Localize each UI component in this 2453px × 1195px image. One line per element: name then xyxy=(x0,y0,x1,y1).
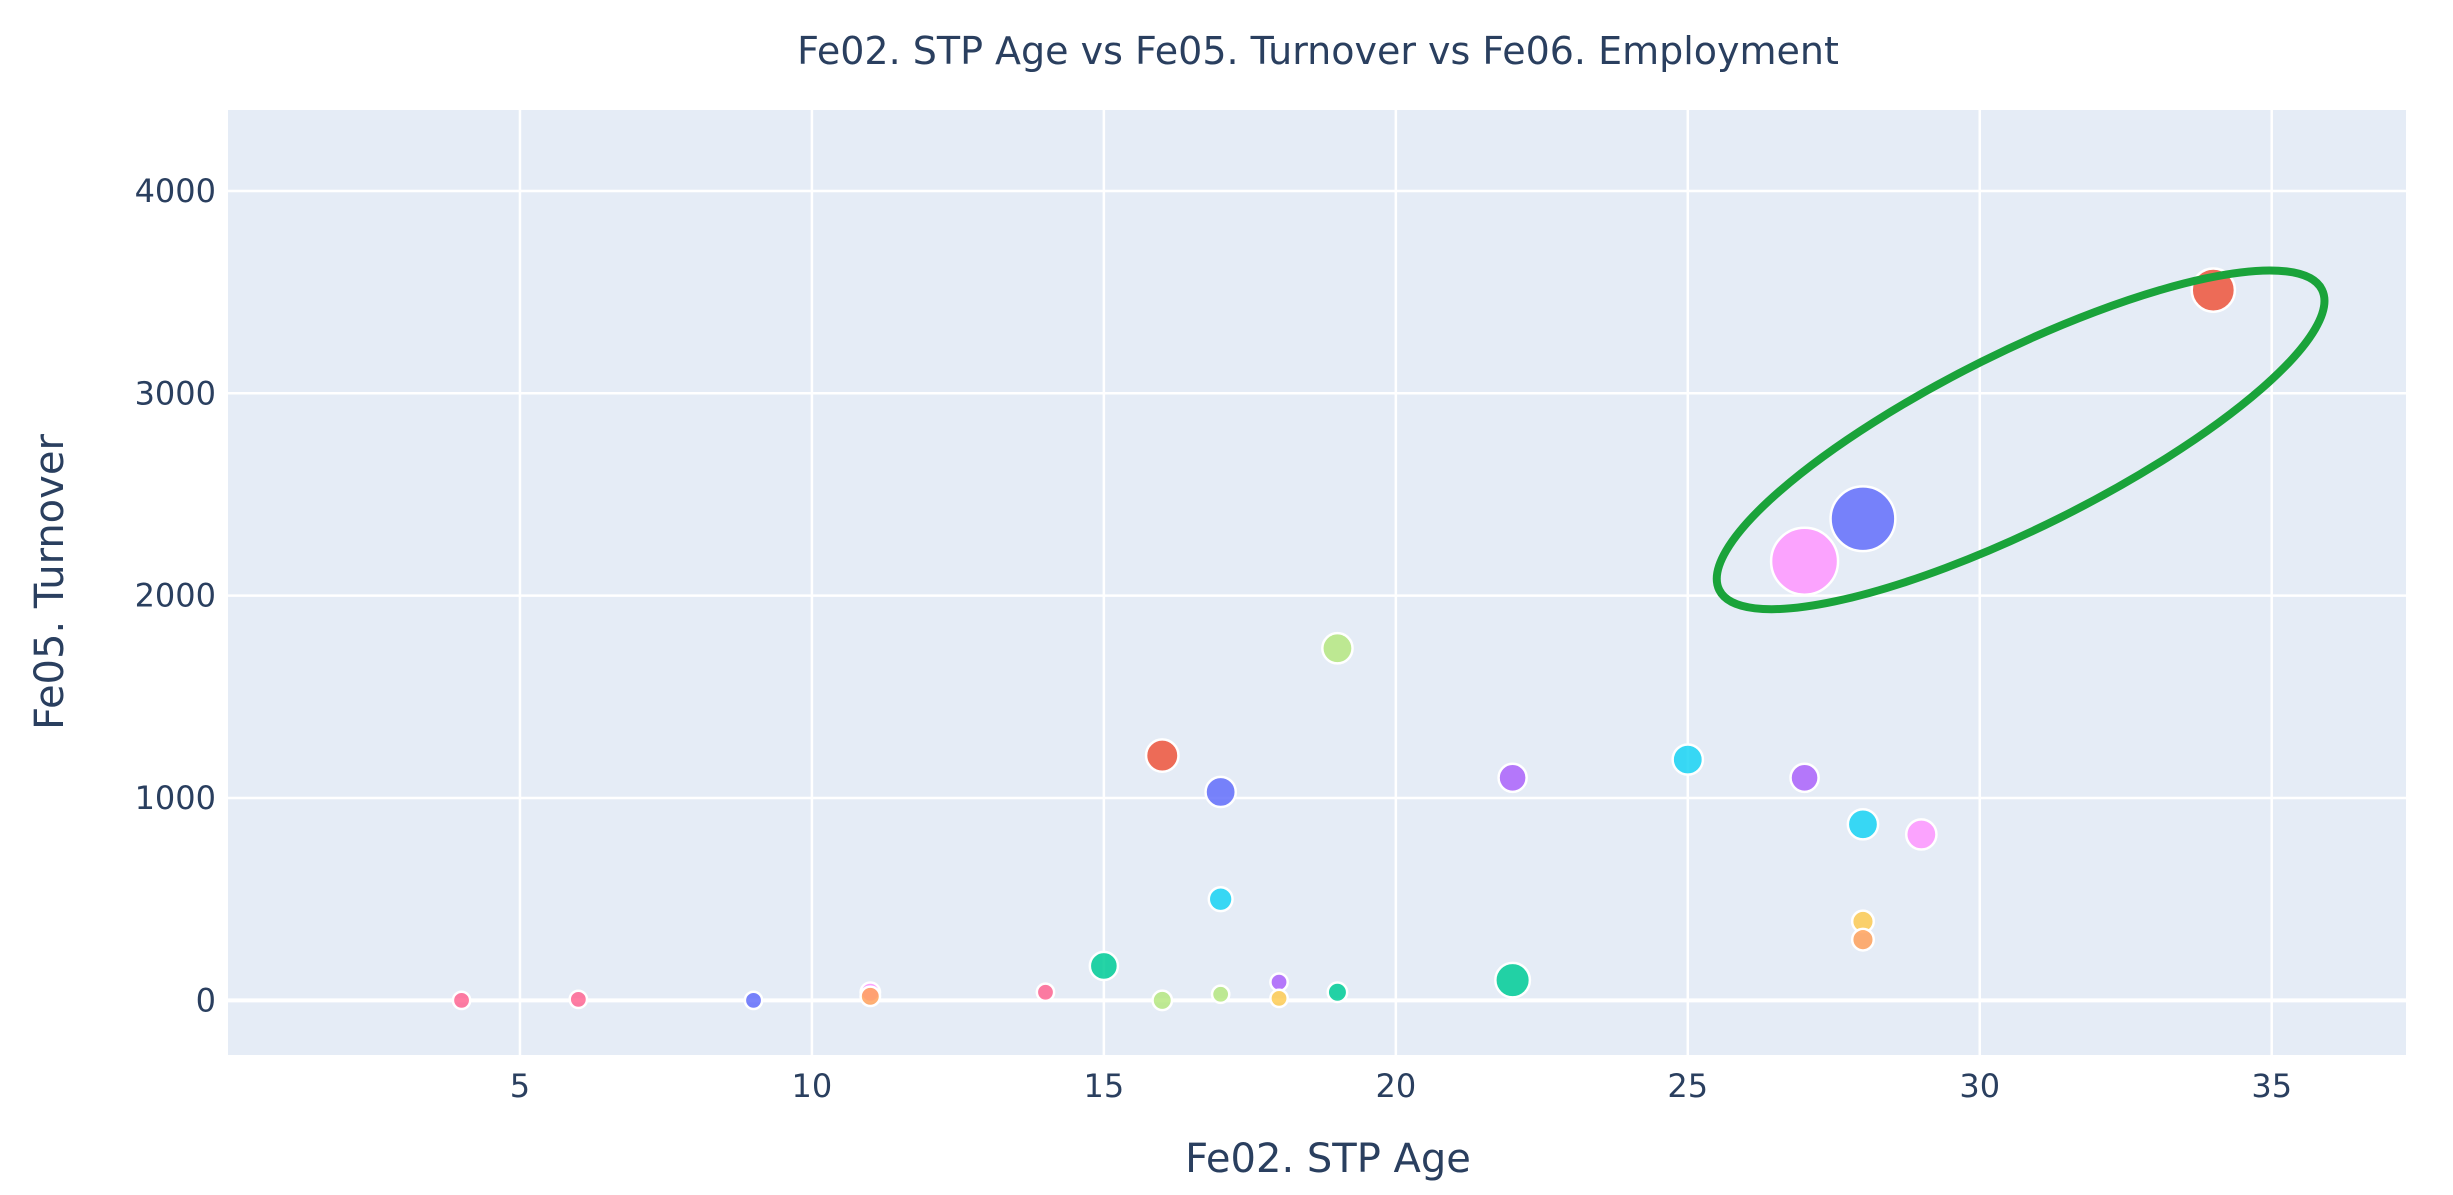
bubble-point xyxy=(1144,738,1180,773)
x-tick-label: 10 xyxy=(792,1067,833,1105)
x-tick-label: 35 xyxy=(2251,1067,2292,1105)
bubble-point xyxy=(1904,818,1938,851)
bubble-point xyxy=(1204,775,1238,809)
grid-lines xyxy=(228,110,2406,1055)
y-tick-labels: 0 1000 2000 3000 4000 xyxy=(135,172,216,1019)
x-axis-title: Fe02. STP Age xyxy=(1185,1136,1471,1182)
bubble-point xyxy=(1326,981,1349,1004)
bubble-point xyxy=(1269,988,1289,1009)
y-tick-label: 1000 xyxy=(135,779,216,817)
plot-area xyxy=(228,110,2406,1055)
bubble-point xyxy=(1671,743,1705,776)
x-tick-labels: 5 10 15 20 25 30 35 xyxy=(510,1067,2292,1105)
x-tick-label: 5 xyxy=(510,1067,530,1105)
bubble-point xyxy=(1494,961,1532,999)
y-tick-label: 2000 xyxy=(135,577,216,615)
bubble-point xyxy=(1769,526,1840,596)
x-tick-label: 25 xyxy=(1667,1067,1708,1105)
bubble-series xyxy=(451,267,2237,1012)
bubble-point xyxy=(1151,989,1174,1012)
bubble-point xyxy=(859,985,882,1008)
y-tick-label: 4000 xyxy=(135,172,216,210)
x-tick-label: 20 xyxy=(1375,1067,1416,1105)
bubble-point xyxy=(1088,950,1120,982)
bubble-point xyxy=(1497,762,1528,794)
bubble-point xyxy=(568,989,589,1010)
bubble-point xyxy=(1846,807,1880,841)
y-axis-title: Fe05. Turnover xyxy=(27,434,73,730)
bubble-point xyxy=(1210,984,1231,1005)
chart-title: Fe02. STP Age vs Fe05. Turnover vs Fe06.… xyxy=(797,29,1839,73)
bubble-point xyxy=(743,990,764,1011)
annotations xyxy=(1712,266,2329,614)
y-tick-label: 0 xyxy=(196,981,216,1019)
bubble-point xyxy=(1829,485,1897,553)
bubble-point xyxy=(1321,631,1354,665)
bubble-point xyxy=(1269,972,1289,993)
highlight-ellipse xyxy=(1712,266,2329,614)
bubble-point xyxy=(1850,927,1876,952)
bubble-point xyxy=(1207,886,1234,913)
x-tick-label: 30 xyxy=(1959,1067,2000,1105)
y-tick-label: 3000 xyxy=(135,374,216,412)
bubble-point xyxy=(1789,762,1820,794)
bubble-point xyxy=(451,990,472,1011)
bubble-point xyxy=(1035,982,1056,1003)
x-tick-label: 15 xyxy=(1084,1067,1125,1105)
